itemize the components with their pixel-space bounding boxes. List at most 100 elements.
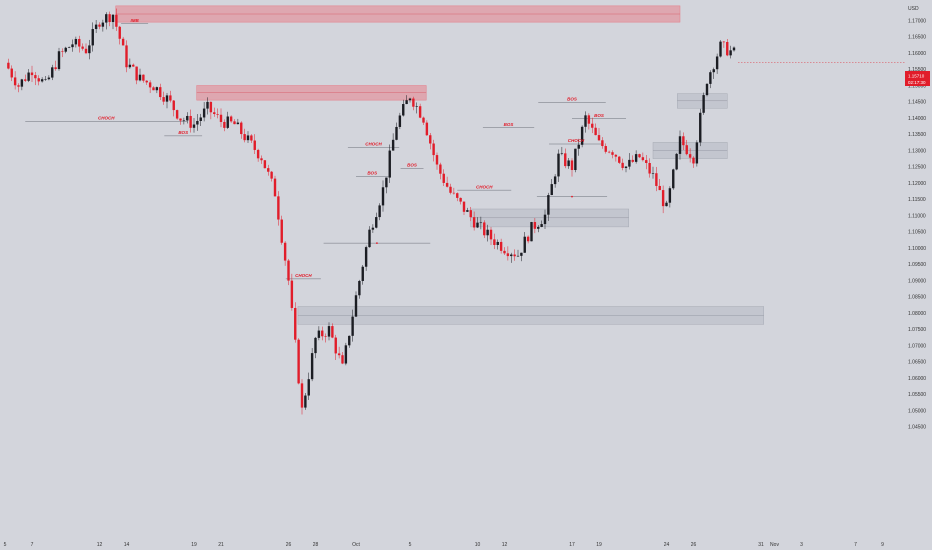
y-tick-18: 1.08000	[908, 311, 926, 317]
candle-body-38	[135, 66, 138, 81]
candle-body-132	[452, 192, 456, 194]
y-tick-9: 1.12500	[908, 165, 926, 171]
candle-body-174	[594, 127, 597, 136]
candle-body-162	[553, 176, 557, 185]
candle-body-185	[631, 159, 634, 162]
candle-body-24	[88, 45, 91, 54]
candle-body-212	[722, 41, 726, 43]
candle-body-101	[348, 335, 351, 346]
candle-body-131	[449, 186, 452, 193]
candle-body-102	[351, 316, 354, 336]
candle-body-112	[385, 177, 388, 188]
y-tick-0: 1.17000	[908, 18, 926, 24]
candle-body-118	[405, 100, 408, 105]
candle-body-188	[641, 157, 645, 161]
candle-body-47	[165, 95, 169, 102]
candle-body-113	[388, 150, 391, 178]
candle-body-64	[223, 121, 226, 128]
y-tick-11: 1.11500	[908, 197, 926, 203]
y-tick-13: 1.10500	[908, 230, 926, 236]
candle-body-194	[661, 190, 665, 207]
candle-body-72	[250, 135, 253, 141]
candle-body-180	[614, 154, 618, 157]
candle-body-25	[91, 29, 94, 46]
candle-body-71	[246, 135, 250, 141]
structure-marker-4	[376, 242, 378, 245]
candle-body-205	[699, 112, 702, 143]
candle-body-116	[398, 115, 402, 127]
candle-body-199	[678, 136, 682, 154]
candle-body-83	[287, 260, 290, 281]
x-tick-15: 26	[691, 542, 697, 548]
candle-body-187	[638, 154, 641, 158]
candle-body-129	[442, 173, 445, 183]
candle-body-127	[435, 155, 439, 165]
candle-body-75	[260, 158, 263, 161]
y-tick-5: 1.14500	[908, 100, 926, 106]
y-tick-17: 1.08500	[908, 295, 926, 301]
structure-label-9: BOS	[504, 122, 514, 127]
candle-body-8	[34, 75, 37, 79]
candle-body-117	[402, 104, 405, 116]
candle-body-16	[61, 51, 64, 52]
y-tick-20: 1.07000	[908, 343, 926, 349]
structure-label-2: BOS	[178, 130, 188, 135]
candle-body-60	[209, 101, 213, 113]
candle-body-128	[439, 164, 442, 174]
candle-body-182	[621, 162, 624, 168]
candle-body-147	[503, 250, 506, 254]
candle-body-27	[98, 24, 101, 27]
candle-body-146	[499, 241, 503, 251]
structure-marker-10	[571, 195, 573, 198]
candle-body-107	[368, 229, 371, 248]
candle-body-208	[709, 72, 712, 84]
candle-body-171	[584, 115, 587, 127]
candle-body-73	[253, 140, 256, 150]
candle-body-78	[270, 171, 273, 179]
candle-body-99	[341, 355, 344, 364]
candle-body-119	[408, 98, 412, 101]
structure-label-7: BOS	[407, 163, 417, 168]
candle-body-106	[364, 247, 368, 267]
candle-body-7	[30, 72, 34, 76]
candle-body-197	[672, 169, 675, 189]
candle-body-206	[702, 95, 705, 113]
y-tick-12: 1.11000	[908, 213, 926, 219]
candle-body-82	[283, 242, 287, 261]
candle-body-211	[719, 41, 722, 57]
candle-body-165	[564, 153, 567, 167]
candle-body-178	[607, 151, 611, 153]
candle-body-70	[243, 134, 246, 141]
candle-body-79	[273, 178, 277, 197]
candle-body-88	[304, 395, 307, 408]
candle-body-29	[105, 14, 108, 23]
y-tick-3: 1.15500	[908, 67, 926, 73]
candle-body-214	[729, 50, 732, 56]
candle-body-19	[71, 44, 74, 48]
structure-label-11: BOS	[567, 97, 577, 102]
structure-label-12: CHOCH	[568, 138, 585, 143]
y-tick-14: 1.10000	[908, 246, 926, 252]
candle-body-41	[145, 80, 148, 83]
candle-body-181	[618, 156, 621, 163]
candle-body-94	[324, 336, 327, 337]
candle-body-20	[74, 38, 78, 45]
y-tick-23: 1.05500	[908, 392, 926, 398]
candle-body-51	[179, 118, 182, 121]
candle-body-77	[267, 168, 270, 172]
candle-body-123	[422, 117, 425, 123]
candle-body-166	[567, 160, 570, 167]
candle-body-207	[705, 83, 709, 96]
candle-body-173	[591, 123, 594, 128]
y-tick-19: 1.07500	[908, 327, 926, 333]
candle-body-148	[506, 253, 510, 257]
candle-body-53	[186, 115, 189, 121]
candle-body-23	[84, 48, 88, 54]
candle-body-49	[172, 100, 175, 111]
candle-body-11	[44, 79, 47, 80]
candle-body-121	[415, 106, 418, 107]
candle-body-28	[101, 22, 105, 27]
candle-body-177	[604, 146, 607, 152]
candle-body-26	[94, 24, 98, 30]
